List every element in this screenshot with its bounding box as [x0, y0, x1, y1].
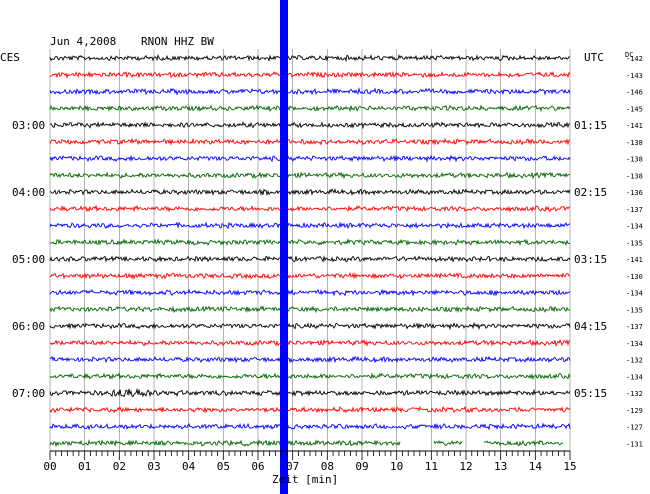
grid [49, 49, 571, 451]
dc-header-label: DC [625, 51, 633, 59]
dc-value-label: -131 [626, 440, 643, 448]
trace-line-6 [49, 154, 571, 163]
trace-line-1 [49, 70, 571, 79]
x-tick-label: 08 [321, 460, 334, 473]
time-marker-bar [280, 0, 288, 494]
x-tick-label: 09 [355, 460, 368, 473]
dc-value-label: -138 [626, 172, 643, 180]
trace-line-7 [49, 171, 571, 180]
dc-value-label: -138 [626, 156, 643, 164]
x-tick-label: 12 [459, 460, 472, 473]
dc-value-label: -136 [626, 189, 643, 197]
trace-line-14 [49, 288, 571, 297]
x-tick-label: 15 [563, 460, 576, 473]
trace-group [49, 53, 571, 446]
dc-value-label: -130 [626, 273, 643, 281]
x-tick-label: 13 [494, 460, 507, 473]
trace-line-12 [49, 255, 571, 264]
trace-line-20 [49, 387, 571, 398]
x-tick-label: 02 [113, 460, 126, 473]
x-tick-label: 00 [43, 460, 56, 473]
x-axis-title: Zeit [min] [272, 473, 338, 486]
x-tick-label: 07 [286, 460, 299, 473]
date-label: Jun 4,2008 [50, 35, 116, 48]
dc-value-label: -134 [626, 223, 643, 231]
trace-line-19 [49, 372, 571, 381]
trace-line-9 [49, 204, 570, 213]
trace-line-15 [49, 305, 571, 314]
trace-line-4 [49, 120, 571, 130]
dc-value-label: -146 [626, 89, 643, 97]
dc-value-label: -137 [626, 206, 643, 214]
dc-value-label: -127 [626, 424, 643, 432]
trace-line-23 [50, 441, 570, 446]
trace-line-2 [49, 87, 571, 96]
marker-group [280, 0, 288, 494]
x-tick-label: 01 [78, 460, 91, 473]
trace-line-0 [49, 53, 570, 63]
right-hour-label: 03:15 [574, 253, 607, 266]
right-hour-label: 05:15 [574, 387, 607, 400]
right-hour-label: 04:15 [574, 320, 607, 333]
left-hour-label: 06:00 [12, 320, 45, 333]
x-tick-label: 10 [390, 460, 403, 473]
dc-value-label: -135 [626, 306, 643, 314]
dc-value-label: -132 [626, 357, 643, 365]
x-tick-label: 05 [217, 460, 230, 473]
dc-value-label: -142 [626, 55, 643, 63]
label-group: 03:00 04:00 05:00 06:00 07:00 01:15 02:15 03:15… [12, 55, 643, 448]
trace-line-16 [49, 321, 571, 331]
trace-line-5 [49, 137, 571, 146]
dc-value-label: -134 [626, 373, 643, 381]
dc-value-label: -143 [626, 72, 643, 80]
dc-value-label: -129 [626, 407, 643, 415]
right-hour-label: 02:15 [574, 186, 607, 199]
dc-value-label: -141 [626, 122, 643, 130]
dc-value-label: -134 [626, 340, 643, 348]
left-hour-label: 07:00 [12, 387, 45, 400]
x-tick-label: 11 [425, 460, 438, 473]
right-timezone-label: UTC [584, 51, 604, 64]
dc-value-label: -145 [626, 105, 643, 113]
right-hour-label: 01:15 [574, 119, 607, 132]
trace-line-3 [49, 104, 571, 113]
dc-value-label: -135 [626, 239, 643, 247]
dc-value-label: -141 [626, 256, 643, 264]
trace-line-10 [49, 221, 571, 230]
left-hour-label: 03:00 [12, 119, 45, 132]
x-tick-label: 06 [251, 460, 264, 473]
left-timezone-label: CES [0, 51, 20, 64]
dc-value-label: -134 [626, 290, 643, 298]
dc-value-label: -138 [626, 139, 643, 147]
x-tick-label: 04 [182, 460, 196, 473]
trace-line-21 [49, 405, 571, 414]
trace-line-13 [49, 271, 571, 281]
x-tick-label: 14 [529, 460, 543, 473]
left-hour-label: 05:00 [12, 253, 45, 266]
trace-line-11 [49, 237, 571, 247]
x-axis: 00 01 02 03 04 05 06 07 08 09 10 11 12 13 14 15 [43, 450, 577, 473]
trace-line-8 [49, 188, 571, 197]
dc-value-label: -132 [626, 390, 643, 398]
trace-line-22 [49, 422, 571, 431]
left-hour-label: 04:00 [12, 186, 45, 199]
station-label: RNON HHZ BW [141, 35, 214, 48]
dc-value-label: -137 [626, 323, 643, 331]
trace-line-18 [49, 355, 571, 364]
x-tick-label: 03 [147, 460, 160, 473]
trace-line-17 [49, 338, 571, 348]
